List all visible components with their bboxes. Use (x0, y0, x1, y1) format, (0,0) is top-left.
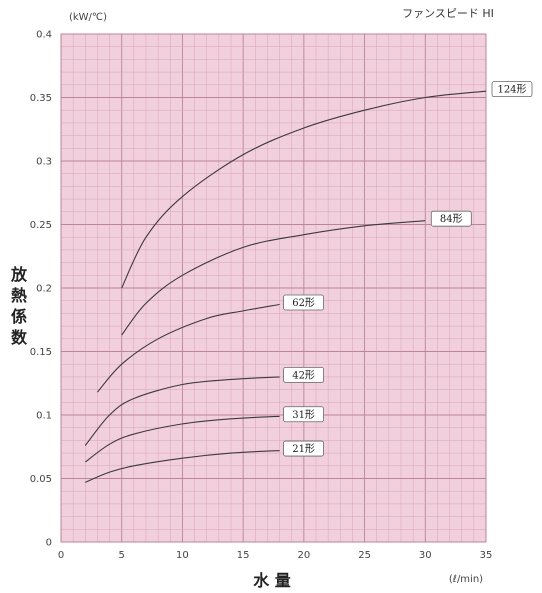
x-tick-label: 35 (480, 550, 493, 561)
x-axis-label: 水 量 (253, 571, 291, 590)
y-tick-label: 0.4 (36, 30, 52, 41)
x-tick-label: 20 (297, 550, 310, 561)
x-axis-unit: (ℓ/min) (449, 574, 483, 585)
y-tick-label: 0.05 (30, 474, 52, 485)
series-label-box (491, 81, 533, 98)
series-label-text: 42形 (292, 369, 315, 381)
series-line (121, 90, 487, 289)
series-label: 84形 (430, 210, 472, 227)
y-tick-label: 0.2 (36, 284, 52, 295)
y-tick-label: 0.35 (30, 93, 52, 104)
series-label-text: 21形 (292, 443, 315, 455)
y-tick-label: 0.25 (30, 220, 52, 231)
y-axis-unit: (kW/℃) (69, 12, 107, 23)
y-tick-label: 0.3 (36, 157, 52, 168)
plot-grid (60, 33, 487, 543)
series-line (84, 415, 280, 463)
series-labels: 124形 84形 62形 42形 31形 21形 (283, 81, 533, 457)
series-line (121, 220, 426, 336)
x-tick-label: 15 (237, 550, 250, 561)
series-line (97, 303, 280, 393)
series-label-box (283, 406, 324, 423)
y-tick-label: 0.15 (30, 347, 52, 358)
series-line (85, 450, 280, 483)
chart-title: ファンスピード HI (402, 7, 494, 20)
x-tick-label: 0 (58, 550, 64, 561)
x-tick-label: 10 (176, 550, 189, 561)
series-label-text: 31形 (292, 409, 315, 421)
series-label-box (283, 366, 324, 383)
series-label-box (430, 210, 472, 227)
y-tick-label: 0.1 (36, 411, 52, 422)
series-label: 42形 (283, 366, 324, 383)
series-label-box (283, 440, 324, 457)
series-label: 21形 (283, 440, 324, 457)
x-tick-label: 25 (358, 550, 371, 561)
series-label: 62形 (283, 294, 324, 311)
series-label-box (283, 294, 324, 311)
series-label-text: 124形 (497, 84, 526, 96)
x-tick-label: 30 (419, 550, 432, 561)
series-label: 31形 (283, 406, 324, 423)
y-tick-label: 0 (46, 538, 52, 549)
axes: 0 5 10 15 20 25 30 35 0 0.05 0.1 0.15 0.2 0.25 0.3 0.35… (30, 30, 493, 562)
series-label-text: 62形 (292, 297, 315, 309)
x-tick-label: 5 (119, 550, 125, 561)
y-axis-label: 放熱係数 (10, 265, 28, 347)
series-label-text: 84形 (440, 213, 463, 225)
series-lines (84, 90, 487, 483)
plot-frame (60, 33, 487, 543)
series-line (84, 376, 280, 446)
series-label: 124形 (491, 81, 533, 98)
